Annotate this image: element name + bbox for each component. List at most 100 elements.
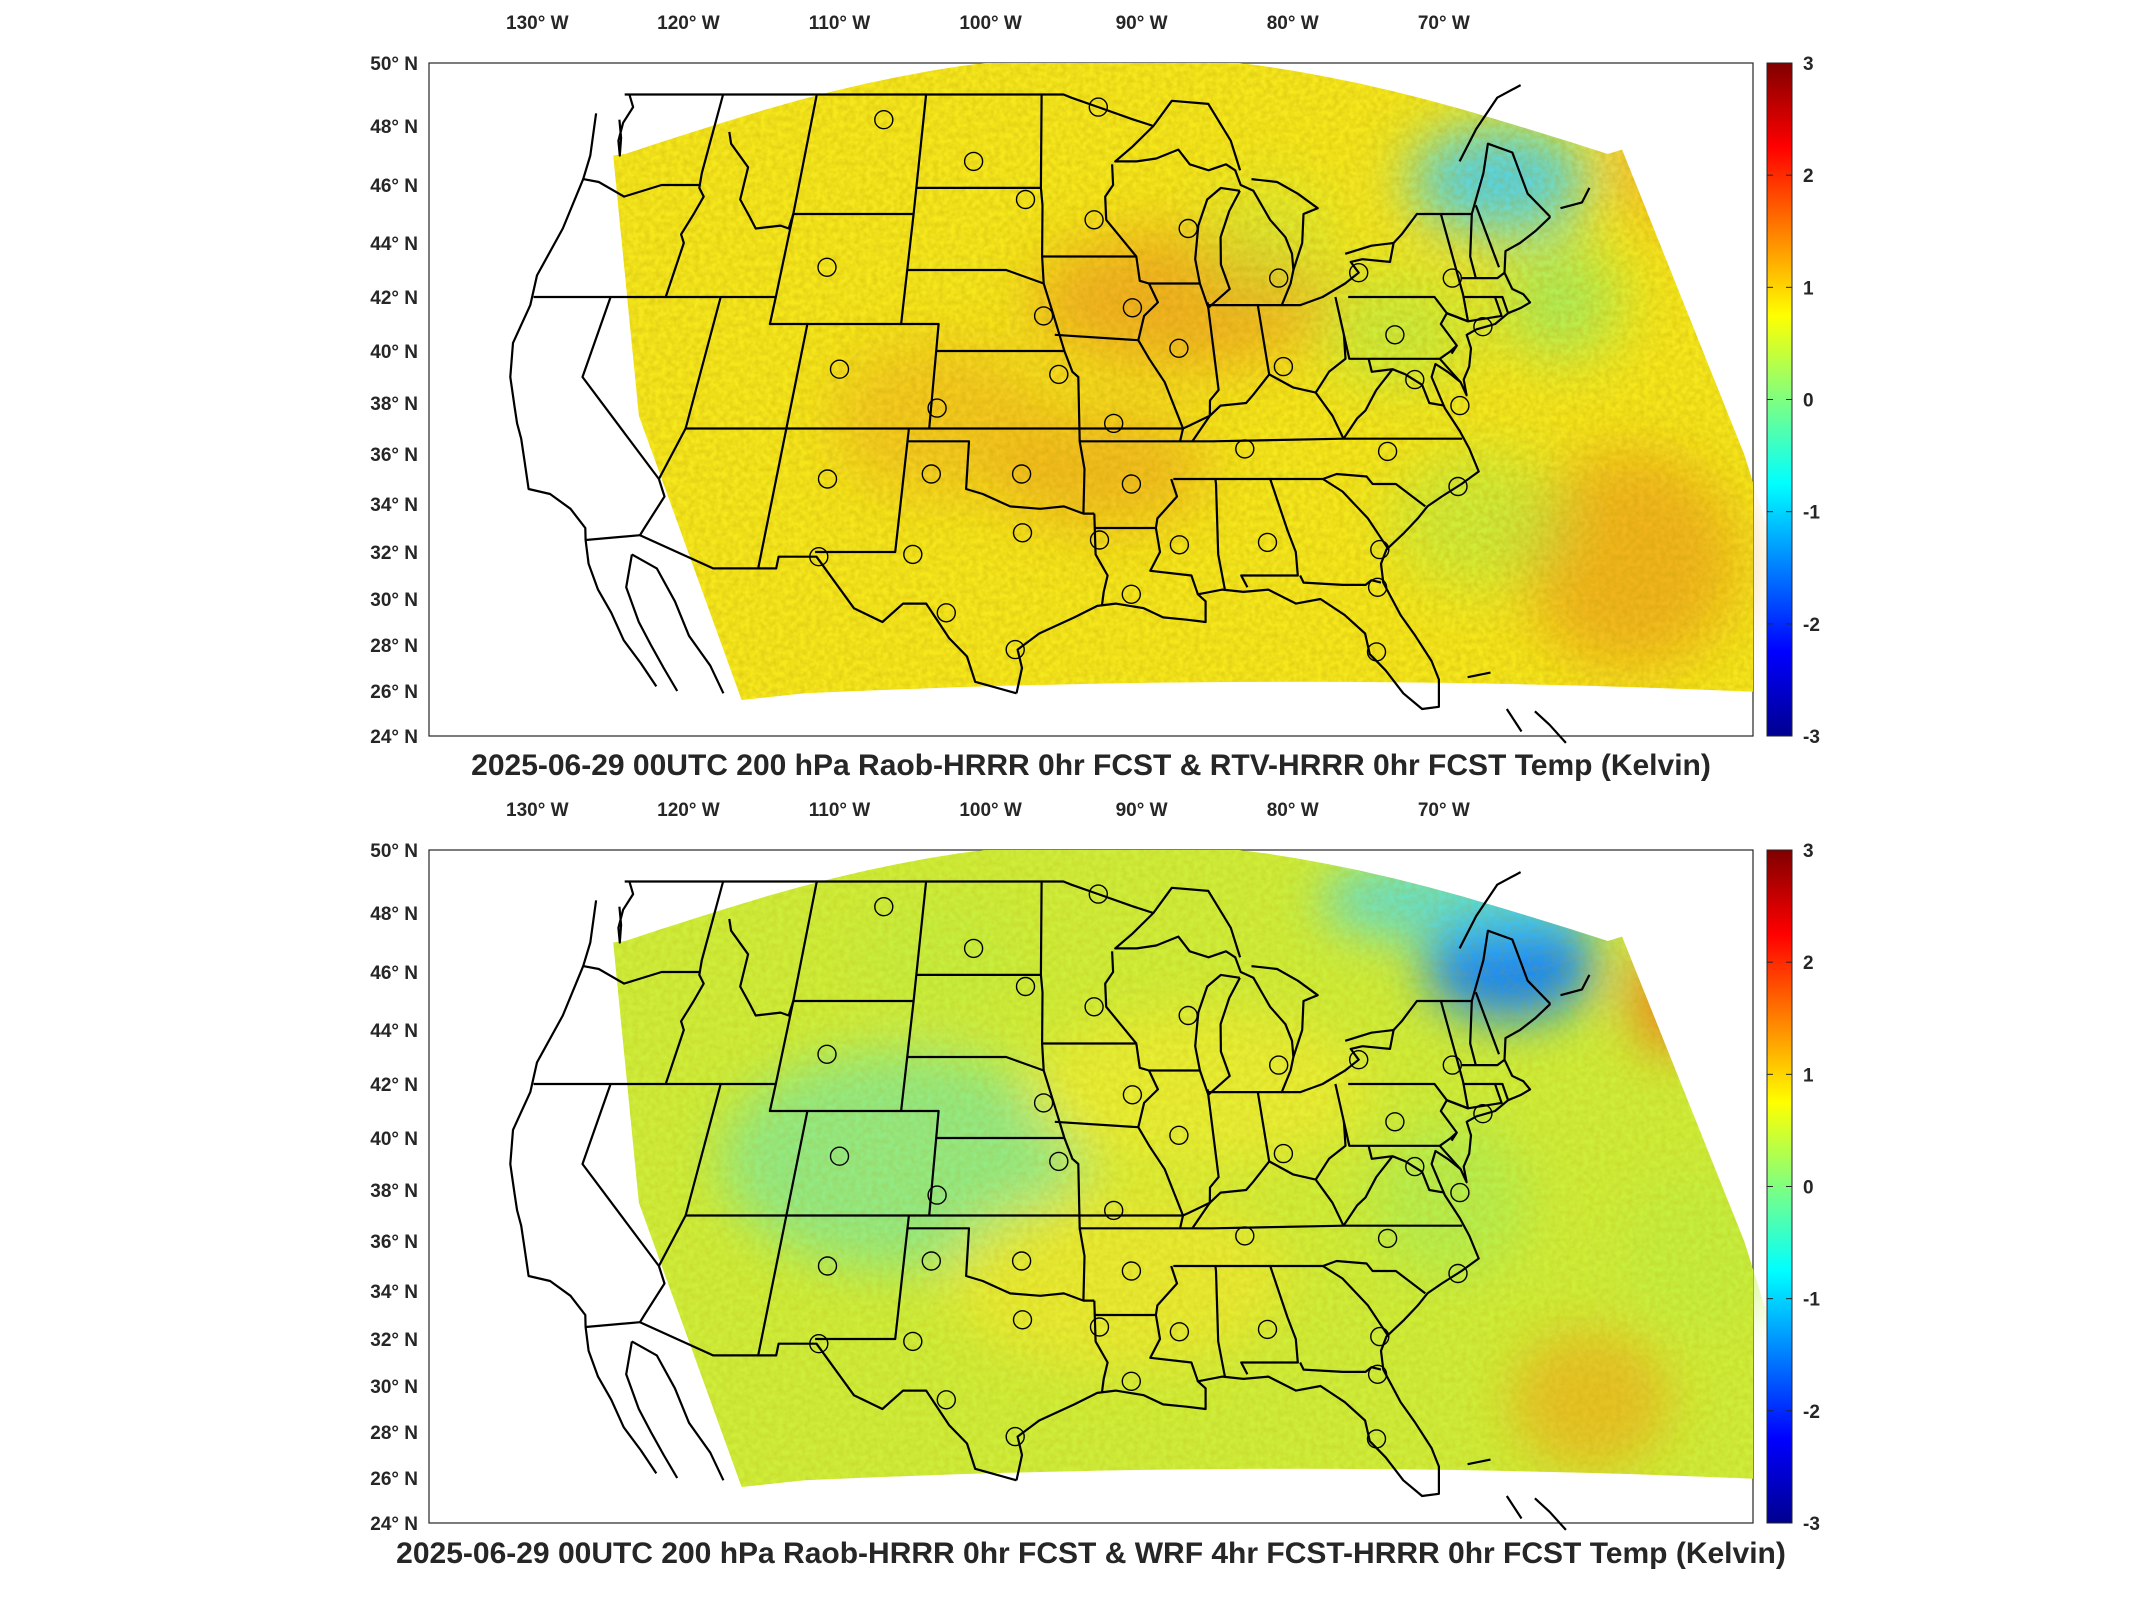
raob-station-marker bbox=[1169, 1125, 1189, 1145]
boundary-line bbox=[774, 1000, 795, 1085]
boundary-line bbox=[509, 113, 658, 688]
longitude-tick-label: 80° W bbox=[1267, 800, 1319, 821]
boundary-line bbox=[1251, 965, 1319, 1058]
boundary-line bbox=[1093, 513, 1109, 607]
boundary-line bbox=[1450, 345, 1458, 355]
raob-station-marker bbox=[1367, 577, 1388, 597]
boundary-line bbox=[1191, 1160, 1345, 1229]
raob-station-marker bbox=[1273, 356, 1294, 377]
raob-station-marker bbox=[1268, 268, 1289, 288]
latitude-tick-label: 24° N bbox=[370, 1514, 418, 1535]
boundary-line bbox=[792, 94, 928, 216]
boundary-line bbox=[757, 323, 809, 569]
raob-station-marker bbox=[829, 359, 850, 379]
boundary-line bbox=[657, 1214, 687, 1267]
boundary-line bbox=[1054, 333, 1139, 342]
raob-station-marker bbox=[936, 603, 956, 623]
latitude-tick-label: 50° N bbox=[370, 54, 418, 75]
boundary-line bbox=[1438, 358, 1462, 383]
colorbar: 3 2 1 0 -1 -2 -3 bbox=[1766, 841, 1820, 1535]
boundary-line bbox=[585, 1321, 1017, 1482]
raob-station-marker bbox=[1089, 530, 1110, 550]
latitude-tick-label: 42° N bbox=[370, 1075, 418, 1096]
boundary-line bbox=[907, 1055, 1045, 1072]
colorbar-tick-label: 3 bbox=[1803, 841, 1814, 862]
colorbar-tick-label: -3 bbox=[1803, 1514, 1820, 1535]
boundary-line bbox=[1314, 1121, 1347, 1181]
boundary-line bbox=[1344, 1028, 1394, 1042]
boundary-line bbox=[928, 1137, 938, 1216]
raob-station-marker bbox=[817, 469, 838, 489]
longitude-tick-label: 90° W bbox=[1116, 800, 1168, 821]
boundary-line bbox=[582, 178, 701, 198]
raob-station-marker bbox=[1268, 1055, 1289, 1075]
boundary-line bbox=[1039, 881, 1086, 1301]
boundary-line bbox=[1421, 384, 1445, 407]
boundary-line bbox=[639, 1265, 666, 1323]
boundary-line bbox=[1152, 99, 1242, 171]
raob-station-marker bbox=[1405, 1156, 1425, 1177]
latitude-tick-label: 44° N bbox=[370, 1021, 418, 1042]
boundary-line bbox=[906, 428, 1095, 515]
boundary-line bbox=[1322, 478, 1390, 551]
latitude-tick-label: 50° N bbox=[370, 841, 418, 862]
boundary-line bbox=[1534, 1497, 1567, 1531]
boundary-line bbox=[774, 213, 795, 298]
boundary-line bbox=[1215, 1259, 1426, 1295]
boundary-line bbox=[1446, 1099, 1469, 1110]
raob-station-marker bbox=[1257, 1319, 1278, 1340]
raob-station-marker bbox=[1005, 639, 1025, 660]
boundary-line bbox=[1154, 478, 1179, 529]
raob-station-marker bbox=[1442, 1055, 1463, 1075]
boundary-line bbox=[533, 94, 725, 299]
boundary-line bbox=[1299, 1362, 1382, 1373]
boundary-line bbox=[1438, 1145, 1462, 1170]
raob-station-marker bbox=[1366, 642, 1387, 662]
latitude-tick-label: 48° N bbox=[370, 904, 418, 925]
raob-station-marker bbox=[1405, 369, 1425, 390]
boundary-line bbox=[625, 1341, 679, 1479]
longitude-tick-label: 80° W bbox=[1267, 13, 1319, 34]
boundary-line bbox=[581, 1083, 660, 1267]
raob-station-marker bbox=[1015, 976, 1036, 997]
boundary-line bbox=[1367, 1145, 1423, 1173]
boundary-line bbox=[1467, 1458, 1491, 1466]
latitude-tick-label: 34° N bbox=[370, 1282, 418, 1303]
raob-station-marker bbox=[927, 1185, 947, 1205]
panel-title: 2025-06-29 00UTC 200 hPa Raob-HRRR 0hr F… bbox=[471, 749, 1711, 782]
longitude-tick-label: 130° W bbox=[506, 13, 569, 34]
longitude-labels: 130° W 120° W 110° W 100° W 90° W 80° W 70° W bbox=[506, 13, 1470, 34]
raob-station-marker bbox=[1169, 1322, 1190, 1342]
longitude-tick-label: 100° W bbox=[959, 13, 1022, 34]
raob-station-marker bbox=[903, 544, 923, 565]
colorbar-tick-label: -1 bbox=[1803, 1290, 1820, 1311]
raob-station-marker bbox=[1049, 1151, 1069, 1172]
raob-station-marker bbox=[1033, 306, 1054, 326]
bottom-map-panel: 130° W 120° W 110° W 100° W 90° W 80° W 70° W … bbox=[370, 800, 1820, 1570]
colorbar-tick-label: 1 bbox=[1803, 1065, 1814, 1086]
raob-station-marker bbox=[1448, 476, 1468, 497]
boundary-line bbox=[1342, 368, 1394, 440]
latitude-tick-label: 28° N bbox=[370, 636, 418, 657]
boundary-line bbox=[1534, 710, 1567, 744]
boundary-line bbox=[684, 296, 1183, 430]
latitude-tick-label: 38° N bbox=[370, 1181, 418, 1202]
boundary-line bbox=[1458, 871, 1522, 949]
boundary-line bbox=[907, 268, 1045, 285]
raob-station-marker bbox=[809, 547, 829, 567]
raob-station-marker bbox=[1178, 218, 1198, 239]
latitude-tick-label: 36° N bbox=[370, 1232, 418, 1253]
longitude-tick-label: 70° W bbox=[1418, 13, 1470, 34]
boundary-line bbox=[1173, 1264, 1226, 1377]
raob-station-marker bbox=[1103, 413, 1124, 434]
boundary-line bbox=[1104, 951, 1200, 1072]
raob-station-marker bbox=[1178, 1005, 1198, 1026]
colorbar-tick-label: -3 bbox=[1803, 727, 1820, 748]
longitude-tick-label: 110° W bbox=[809, 800, 871, 821]
boundary-line bbox=[1392, 929, 1552, 1031]
boundary-line bbox=[1039, 94, 1086, 514]
longitude-tick-label: 90° W bbox=[1116, 13, 1168, 34]
colorbar-tick-label: 2 bbox=[1803, 953, 1814, 974]
boundary-line bbox=[1015, 1003, 1552, 1498]
